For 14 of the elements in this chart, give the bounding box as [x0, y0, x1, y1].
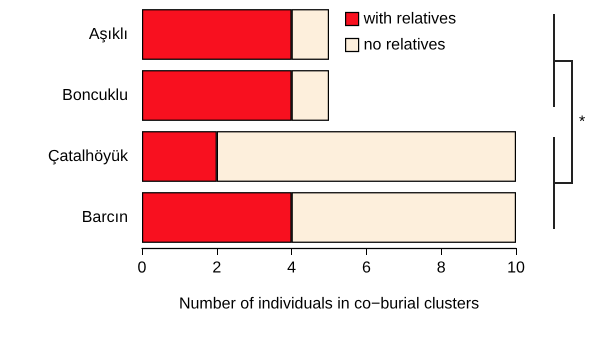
x-tick-label: 2 — [212, 260, 222, 276]
y-tick-label: Aşıklı — [88, 26, 128, 43]
x-axis-title: Number of individuals in co−burial clusters — [178, 296, 480, 312]
legend-label: no relatives — [364, 36, 446, 54]
x-tick-label: 0 — [138, 260, 147, 276]
x-tick-label: 8 — [436, 260, 446, 276]
text: * — [579, 114, 586, 130]
y-tick-label: Boncuklu — [62, 87, 128, 104]
x-tick-label: 10 — [507, 260, 525, 276]
x-tick-label: 4 — [287, 260, 296, 276]
x-tick-label: 6 — [362, 260, 371, 276]
y-tick-label: Çatalhöyük — [48, 148, 129, 165]
legend-label: with relatives — [362, 10, 456, 28]
y-tick-label: Barcın — [82, 209, 128, 226]
